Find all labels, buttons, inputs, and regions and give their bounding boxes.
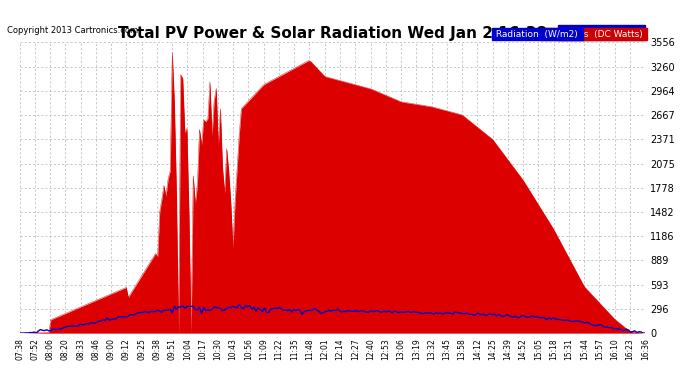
Title: Total PV Power & Solar Radiation Wed Jan 2 16:38: Total PV Power & Solar Radiation Wed Jan… <box>118 26 547 41</box>
Text: Radiation  (W/m2): Radiation (W/m2) <box>560 28 642 37</box>
Text: Radiation  (W/m2): Radiation (W/m2) <box>493 30 581 39</box>
Text: PV Panels  (DC Watts): PV Panels (DC Watts) <box>542 30 645 39</box>
Text: Copyright 2013 Cartronics.com: Copyright 2013 Cartronics.com <box>7 26 138 35</box>
